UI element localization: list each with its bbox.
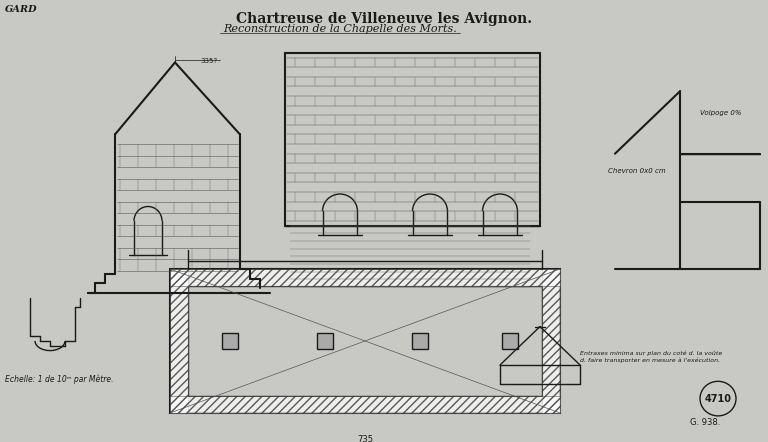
Bar bbox=[170, 269, 188, 413]
Bar bbox=[542, 269, 560, 413]
Bar bbox=[412, 333, 428, 349]
Bar bbox=[222, 333, 238, 349]
Bar bbox=[502, 333, 518, 349]
Bar bbox=[317, 333, 333, 349]
Text: 4710: 4710 bbox=[704, 393, 731, 404]
Text: 335?: 335? bbox=[200, 57, 217, 64]
Bar bbox=[170, 269, 560, 413]
Bar bbox=[170, 396, 560, 413]
Text: Chevron 0x0 cm: Chevron 0x0 cm bbox=[608, 168, 666, 174]
Bar bbox=[188, 286, 542, 396]
Bar bbox=[170, 269, 560, 286]
Text: G. 938.: G. 938. bbox=[690, 418, 720, 427]
Text: Entraxes minima sur plan du coté d. la voûte
d. faire transporter en mesure à l': Entraxes minima sur plan du coté d. la v… bbox=[580, 351, 722, 363]
Text: Chartreuse de Villeneuve les Avignon.: Chartreuse de Villeneuve les Avignon. bbox=[236, 11, 532, 26]
Text: Volpoge 0%: Volpoge 0% bbox=[700, 110, 741, 116]
Text: 735: 735 bbox=[357, 435, 373, 442]
Text: Reconstruction de la Chapelle des Morts.: Reconstruction de la Chapelle des Morts. bbox=[223, 24, 457, 34]
Text: GARD: GARD bbox=[5, 5, 38, 14]
Text: Echelle: 1 de 10ᵐ par Mètre.: Echelle: 1 de 10ᵐ par Mètre. bbox=[5, 374, 114, 384]
Bar bbox=[285, 53, 540, 226]
